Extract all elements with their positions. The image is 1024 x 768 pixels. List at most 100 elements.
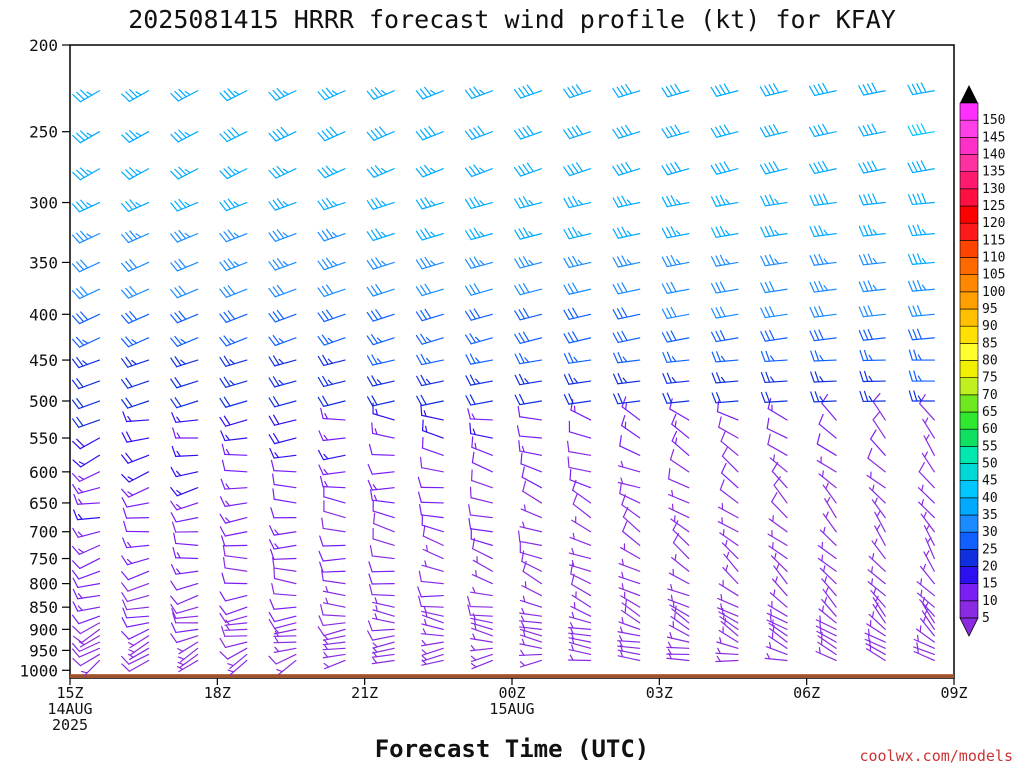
barb-feather	[227, 669, 235, 673]
wind-barb	[219, 612, 248, 623]
barb-feather	[227, 198, 236, 208]
barb-shaft	[372, 233, 395, 242]
barb-feather	[276, 87, 285, 97]
colorbar-label: 95	[982, 302, 998, 317]
barb-feather	[912, 253, 918, 265]
barb-feather	[817, 83, 825, 95]
barb-feather	[616, 164, 624, 175]
barb-feather	[716, 392, 722, 404]
barb-feather	[367, 620, 373, 632]
wind-barb	[617, 650, 641, 662]
barb-feather	[867, 280, 873, 292]
wind-barb	[317, 375, 346, 388]
barb-feather	[73, 493, 79, 505]
barb-feather	[912, 193, 918, 205]
barb-feather	[125, 312, 134, 322]
barb-shaft	[618, 575, 641, 585]
colorbar-label: 135	[982, 165, 1005, 180]
barb-feather	[125, 287, 134, 297]
wind-barb	[422, 525, 444, 546]
barb-feather	[122, 507, 128, 519]
barb-feather	[912, 280, 918, 292]
barb-shaft	[570, 409, 592, 421]
barb-feather	[421, 655, 428, 661]
barb-feather	[418, 595, 422, 607]
barb-feather	[121, 663, 130, 672]
barb-feather	[863, 349, 869, 362]
x-tick-label: 2025	[52, 716, 88, 734]
barb-shaft	[323, 400, 346, 407]
barb-feather	[170, 133, 179, 143]
barb-shaft	[518, 653, 543, 657]
barb-feather	[86, 233, 93, 238]
wind-barb	[864, 628, 886, 643]
barb-feather	[813, 329, 820, 341]
barb-feather	[764, 281, 771, 293]
barb-feather	[925, 434, 930, 441]
barb-shaft	[421, 659, 444, 666]
wind-barb	[669, 448, 690, 473]
barb-shaft	[126, 615, 150, 619]
barb-feather	[272, 334, 281, 345]
barb-feather	[661, 128, 669, 139]
wind-barb	[369, 545, 395, 560]
barb-feather	[321, 569, 324, 582]
barb-feather	[274, 529, 280, 536]
barb-feather	[71, 203, 81, 213]
barb-shaft	[372, 400, 395, 407]
barb-feather	[71, 379, 80, 390]
barb-feather	[625, 124, 633, 135]
barb-feather	[219, 232, 227, 243]
barb-feather	[871, 578, 874, 586]
barb-shaft	[274, 359, 297, 367]
barb-shaft	[322, 557, 346, 562]
barb-feather	[912, 224, 918, 236]
colorbar-label: 125	[982, 199, 1005, 214]
barb-shaft	[127, 233, 150, 244]
barb-feather	[774, 258, 780, 265]
barb-feather	[479, 200, 485, 206]
wind-barb	[518, 440, 543, 456]
barb-shaft	[764, 359, 788, 363]
barb-feather	[619, 482, 622, 495]
surface-band	[70, 674, 954, 678]
barb-feather	[380, 90, 387, 95]
barb-feather	[661, 332, 668, 343]
barb-feather	[473, 256, 481, 267]
wind-barb	[662, 372, 690, 384]
wind-barb	[817, 638, 837, 656]
barb-shaft	[720, 440, 739, 456]
barb-shaft	[818, 473, 837, 489]
barb-feather	[170, 314, 178, 324]
wind-barb	[170, 88, 199, 102]
barb-feather	[317, 287, 325, 298]
barb-feather	[180, 338, 187, 344]
surface-layer	[70, 674, 954, 678]
barb-feather	[374, 597, 378, 604]
barb-feather	[223, 355, 231, 366]
barb-feather	[268, 377, 276, 388]
wind-barb	[319, 535, 346, 547]
barb-feather	[859, 390, 864, 403]
wind-barb	[170, 500, 199, 511]
barb-feather	[668, 467, 671, 480]
barb-feather	[620, 477, 624, 485]
barb-feather	[822, 123, 829, 135]
wind-barb	[810, 391, 837, 403]
barb-feather	[868, 395, 873, 402]
wind-barb	[620, 415, 641, 439]
barb-feather	[270, 507, 275, 519]
wind-barb	[422, 544, 444, 560]
barb-feather	[177, 656, 185, 660]
wind-barb	[816, 456, 837, 473]
wind-barb	[219, 258, 248, 272]
barb-feather	[272, 167, 281, 177]
wind-barb	[219, 166, 248, 180]
barb-feather	[222, 557, 226, 569]
wind-barb	[322, 634, 346, 641]
wind-barb	[612, 124, 641, 139]
barb-shaft	[224, 594, 248, 602]
x-tick-label: 06Z	[793, 684, 820, 702]
colorbar: 5101520253035404550556065707580859095100…	[959, 85, 1005, 637]
wind-barb	[224, 624, 248, 631]
